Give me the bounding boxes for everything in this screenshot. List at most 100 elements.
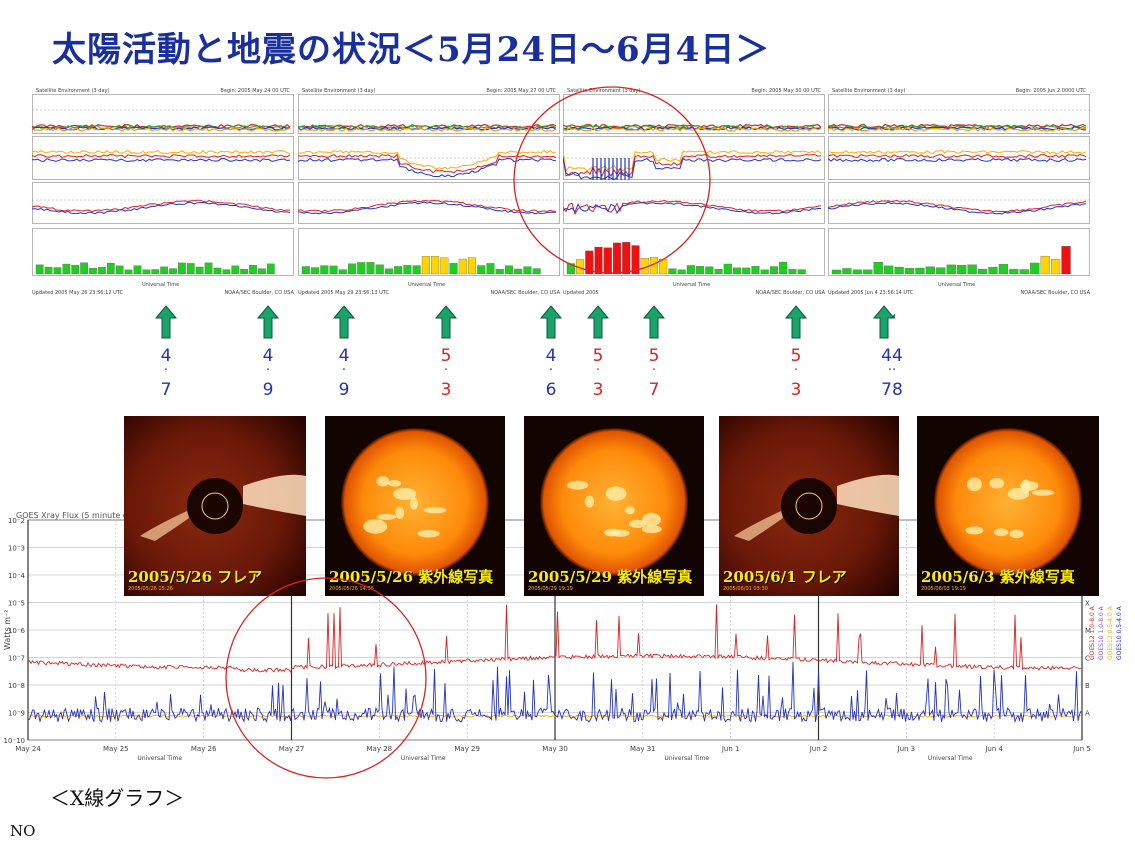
coronagraph-image: 2005/6/1 フレア 2005/06/01 03:30 (719, 416, 899, 596)
kp-bar (769, 266, 778, 275)
photo-caption: 2005/6/3 紫外線写真 (921, 568, 1075, 586)
kp-bar (576, 259, 585, 275)
magnitude-decimal: 3 (790, 380, 802, 400)
kp-bar (957, 264, 967, 275)
kp-bar (797, 269, 806, 275)
decimal-point: .. (887, 359, 897, 374)
kp-bar (222, 269, 231, 275)
kp-bar (266, 263, 275, 275)
kp-bar (904, 268, 915, 275)
kp-bar (723, 263, 732, 275)
panel-header-right: Begin: 2005 Jun 2 0000 UTC (1015, 88, 1086, 94)
kp-bar (421, 256, 430, 275)
series-goes10-short (27, 714, 1082, 718)
kp-bar (115, 265, 124, 275)
flare-class-label: X (1085, 600, 1090, 608)
earthquake-magnitude: 4.9 (256, 348, 280, 400)
up-arrow-icon (643, 305, 665, 339)
kp-bar (1040, 255, 1050, 275)
kp-bar (258, 268, 266, 275)
kp-bar (240, 269, 248, 275)
kp-bar (1061, 246, 1071, 275)
magnitude-integer: 44 (881, 346, 903, 366)
satellite-panel: Satellite Environment (3 day) Begin: 2005… (563, 88, 825, 298)
up-arrow-icon (785, 305, 807, 339)
kp-bar (514, 268, 523, 275)
kp-bar (71, 265, 80, 275)
kp-bar (649, 257, 658, 275)
panel-footer-right: NOAA/SEC Boulder, CO USA (1020, 290, 1090, 296)
up-arrow-icon (155, 305, 177, 339)
y-tick-label: 10⁻9 (8, 710, 25, 718)
x-tick-label: May 29 (454, 745, 480, 753)
magnitude-decimal: 3 (440, 380, 452, 400)
kp-bar (320, 265, 329, 275)
kp-bar (329, 265, 338, 275)
magnitude-decimal: 9 (338, 380, 350, 400)
x-axis-label: Universal Time (928, 755, 973, 760)
decimal-point: . (341, 359, 347, 374)
uv-sun-image: 2005/5/26 紫外線写真 2005/05/26 14:36 (325, 416, 505, 596)
photo-caption: 2005/5/26 紫外線写真 (329, 568, 494, 586)
kp-bar (231, 265, 240, 275)
legend-label: GOES12 1.0-8.0 A (1089, 605, 1096, 660)
legend-label: GOES12 0.5-4.0 A (1107, 605, 1114, 660)
kp-bar (431, 255, 440, 275)
x-tick-label: May 30 (542, 745, 568, 753)
kp-bar (742, 267, 751, 275)
kp-bar (375, 264, 384, 275)
earthquake-magnitude: 5.3 (434, 348, 458, 400)
kp-bar (311, 267, 320, 275)
x-tick-label: Jun 4 (984, 745, 1003, 753)
kp-bar (357, 262, 366, 275)
photo-caption: 2005/5/29 紫外線写真 (528, 568, 693, 586)
note-text: NO (10, 822, 36, 840)
kp-bar (204, 262, 213, 275)
kp-bar (779, 261, 788, 275)
up-arrow-icon (873, 305, 895, 339)
y-tick-label: 10⁻8 (8, 682, 25, 690)
magnitude-decimal: 3 (592, 380, 604, 400)
panel-footer-left: Updated 2005 May 29 23:56:13 UTC (298, 290, 390, 296)
kp-bar (486, 263, 495, 275)
x-tick-label: May 26 (191, 745, 217, 753)
earthquake-magnitude: 4.9 (332, 348, 356, 400)
x-axis-label: Universal Time (664, 755, 709, 760)
earthquake-magnitude: 4.6 (539, 348, 563, 400)
kp-bar (53, 267, 62, 275)
magnitude-decimal: 9 (262, 380, 274, 400)
kp-bar (873, 262, 883, 275)
magnitude-integer: 4 (338, 346, 350, 366)
xray-ylabel: Watts m⁻² (3, 609, 12, 650)
page-title: 太陽活動と地震の状況＜5月24日～6月4日＞ (52, 30, 771, 70)
kp-bar (412, 265, 421, 275)
flare-class-label: A (1085, 710, 1090, 718)
kp-bar (668, 268, 677, 275)
kp-bar (338, 269, 347, 275)
magnitude-integer: 5 (440, 346, 452, 366)
magnitude-integer: 5 (592, 346, 604, 366)
kp-bar (160, 266, 168, 275)
panel-footer-left: Updated 2005 May 26 23:56:12 UTC (32, 290, 124, 296)
kp-bar (831, 269, 842, 275)
kp-bar (523, 266, 532, 275)
kp-bar (44, 266, 53, 275)
photo-timestamp: 2005/05/29 19:19 (528, 586, 573, 592)
kp-bar (458, 258, 467, 275)
kp-bar (106, 262, 115, 275)
magnitude-decimal: 6 (545, 380, 557, 400)
kp-bar (788, 269, 797, 275)
kp-bar (133, 265, 142, 275)
panel-plots (828, 94, 1090, 276)
kp-bar (915, 267, 925, 275)
x-tick-label: Jun 2 (809, 745, 828, 753)
kp-bar (967, 264, 977, 275)
panel-footer-right: NOAA/SEC Boulder, CO USA (755, 290, 825, 296)
kp-bar (603, 247, 612, 275)
flare-class-label: C (1085, 655, 1090, 663)
kp-bar (532, 268, 541, 275)
photo-canvas (524, 416, 704, 596)
kp-bar (622, 242, 631, 275)
magnitude-integer: 5 (790, 346, 802, 366)
magnitude-integer: 4 (262, 346, 274, 366)
